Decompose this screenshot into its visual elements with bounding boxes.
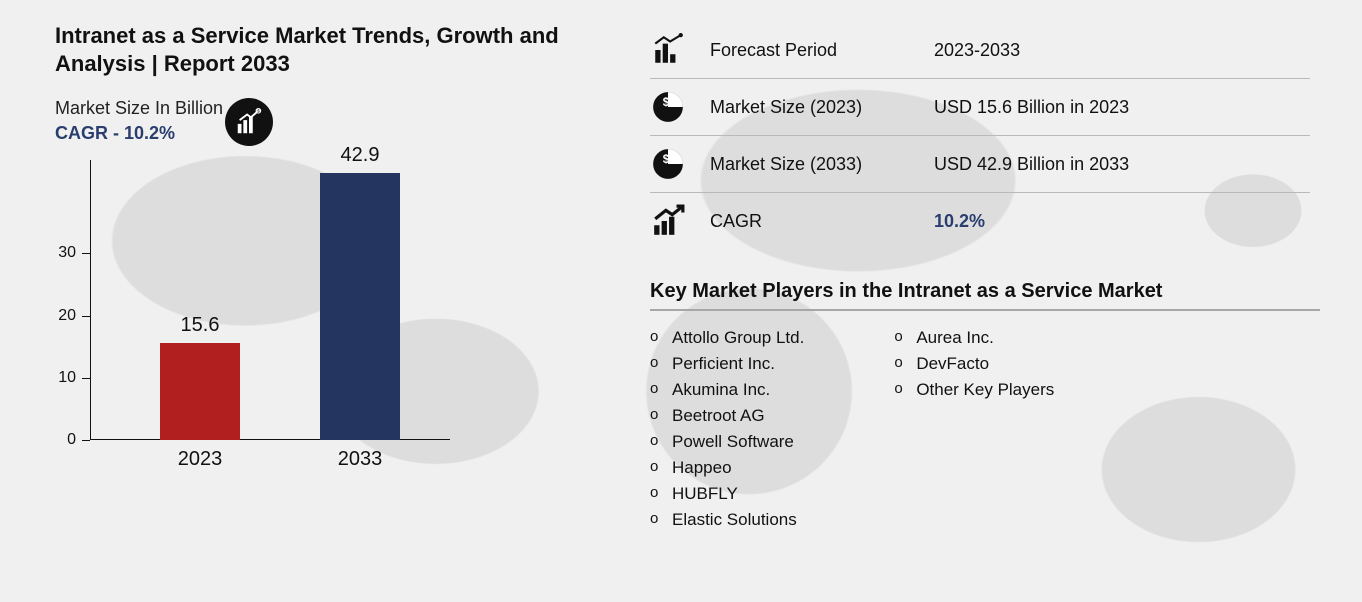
stat-label: CAGR [710, 211, 920, 232]
bar-value-label: 42.9 [341, 144, 380, 167]
market-size-bar-chart: 010203015.6202342.92033 [35, 160, 465, 490]
bar-chart-icon [650, 32, 686, 68]
list-item: Powell Software [650, 429, 804, 455]
key-players-title: Key Market Players in the Intranet as a … [650, 280, 1320, 311]
svg-text:$: $ [663, 96, 670, 109]
stat-label: Market Size (2023) [710, 97, 920, 118]
trend-up-icon [650, 203, 686, 239]
stat-label: Forecast Period [710, 40, 920, 61]
pie-dollar-icon: $ [650, 146, 686, 182]
key-players-list-2: Aurea Inc.DevFactoOther Key Players [894, 325, 1054, 533]
key-players-section: Key Market Players in the Intranet as a … [650, 280, 1320, 533]
key-players-list-1: Attollo Group Ltd.Perficient Inc.Akumina… [650, 325, 804, 533]
chart-subtitle: Market Size In Billion [55, 98, 223, 119]
stat-value: USD 42.9 Billion in 2033 [934, 154, 1310, 175]
list-item: Elastic Solutions [650, 507, 804, 533]
bar-value-label: 15.6 [181, 314, 220, 337]
stat-row: CAGR 10.2% [650, 193, 1310, 249]
growth-badge-icon: $ [225, 98, 273, 146]
bar-category-label: 2023 [178, 448, 223, 471]
stat-value: USD 15.6 Billion in 2023 [934, 97, 1310, 118]
pie-dollar-icon: $ [650, 89, 686, 125]
list-item: Akumina Inc. [650, 377, 804, 403]
list-item: HUBFLY [650, 481, 804, 507]
y-tick-label: 20 [58, 307, 76, 325]
stat-value: 10.2% [934, 211, 1310, 232]
y-axis [90, 160, 91, 440]
stats-table: Forecast Period 2023-2033 $ Market Size (20… [650, 22, 1310, 249]
cagr-label: CAGR - 10.2% [55, 123, 223, 144]
list-item: Beetroot AG [650, 403, 804, 429]
y-tick-label: 0 [67, 431, 76, 449]
stat-row: Forecast Period 2023-2033 [650, 22, 1310, 79]
y-tick [82, 378, 90, 379]
y-tick-label: 30 [58, 244, 76, 262]
stat-label: Market Size (2033) [710, 154, 920, 175]
y-tick [82, 316, 90, 317]
list-item: Perficient Inc. [650, 351, 804, 377]
list-item: Attollo Group Ltd. [650, 325, 804, 351]
stat-row: $ Market Size (2023) USD 15.6 Billion in 2… [650, 79, 1310, 136]
list-item: Aurea Inc. [894, 325, 1054, 351]
svg-text:$: $ [257, 109, 260, 114]
bar: 42.92033 [320, 173, 400, 440]
list-item: Happeo [650, 455, 804, 481]
y-tick [82, 440, 90, 441]
list-item: DevFacto [894, 351, 1054, 377]
bar-category-label: 2033 [338, 448, 383, 471]
y-tick-label: 10 [58, 369, 76, 387]
stat-row: $ Market Size (2033) USD 42.9 Billion in 2… [650, 136, 1310, 193]
stat-value: 2023-2033 [934, 40, 1310, 61]
page-title: Intranet as a Service Market Trends, Gro… [55, 22, 575, 77]
y-tick [82, 253, 90, 254]
bar: 15.62023 [160, 343, 240, 440]
svg-text:$: $ [663, 153, 670, 166]
list-item: Other Key Players [894, 377, 1054, 403]
